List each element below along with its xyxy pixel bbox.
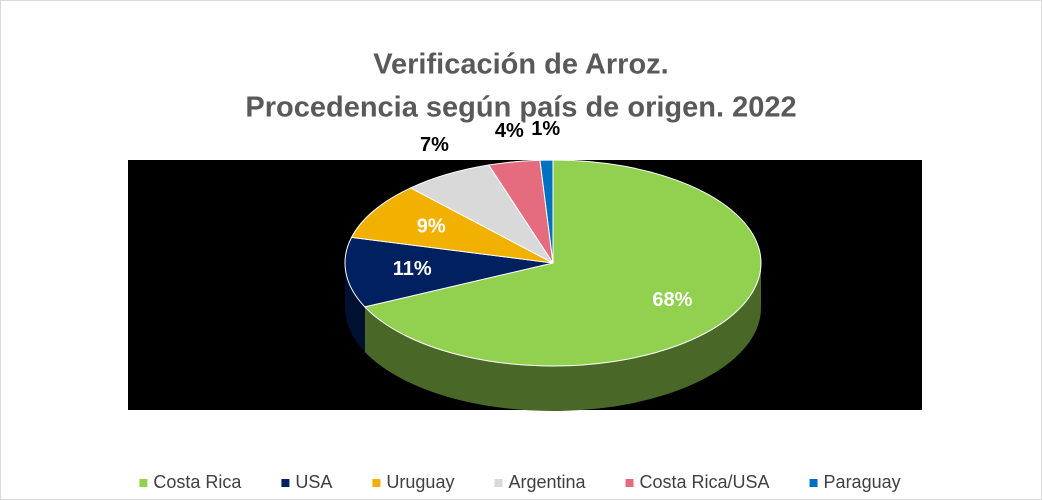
legend-swatch bbox=[281, 479, 290, 487]
legend-swatch bbox=[494, 479, 503, 487]
data-label: 68% bbox=[652, 289, 692, 311]
slice bbox=[344, 236, 554, 308]
legend-label: Costa Rica/USA bbox=[640, 472, 770, 492]
data-label: 1% bbox=[531, 118, 560, 140]
slice bbox=[350, 187, 554, 264]
data-label: 9% bbox=[417, 216, 446, 238]
legend-label: Costa Rica bbox=[153, 472, 242, 492]
legend-swatch bbox=[372, 479, 381, 487]
legend-label: Paraguay bbox=[824, 472, 901, 492]
legend-swatch bbox=[625, 479, 634, 487]
legend-label: USA bbox=[295, 472, 332, 492]
legend-swatch bbox=[139, 479, 148, 487]
data-label: 7% bbox=[420, 134, 449, 156]
data-label: 4% bbox=[495, 120, 524, 142]
legend-swatch bbox=[809, 479, 818, 487]
slice bbox=[363, 159, 762, 367]
chart-subtitle: Procedencia según país de origen. 2022 bbox=[245, 92, 796, 124]
legend-label: Argentina bbox=[508, 472, 586, 492]
data-label: 11% bbox=[393, 258, 432, 280]
slice-side bbox=[364, 263, 761, 411]
legend-label: Uruguay bbox=[386, 472, 454, 492]
chart-title: Verificación de Arroz. bbox=[373, 49, 668, 81]
slice bbox=[539, 159, 554, 264]
slice-side bbox=[345, 263, 365, 352]
